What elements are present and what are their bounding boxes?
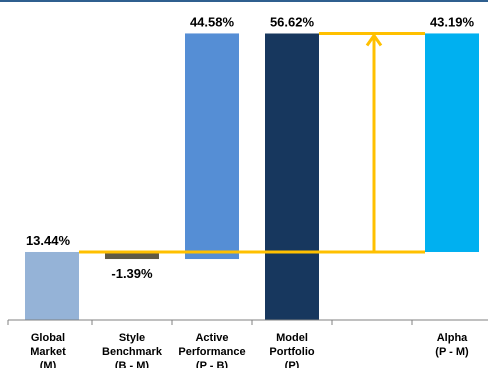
bar-3: [185, 33, 239, 260]
category-label-2: Style Benchmark (B - M): [102, 332, 163, 368]
bars-group: [25, 33, 479, 320]
value-label-3: 44.58%: [190, 14, 235, 29]
bar-6: [425, 33, 479, 252]
value-label-6: 43.19%: [430, 14, 475, 29]
bar-2: [105, 251, 159, 260]
value-label-1: 13.44%: [26, 233, 71, 248]
value-label-2: -1.39%: [111, 266, 153, 281]
connector-lines-group: [79, 32, 425, 254]
value-label-4: 56.62%: [270, 15, 315, 30]
alpha-arrow-head: [365, 32, 383, 47]
category-labels-group: Global Market (M) Style Benchmark (B - M) Acti…: [30, 332, 469, 368]
x-axis: [7, 319, 488, 325]
value-labels-group: 13.44% -1.39% 44.58% 56.62% 43.19%: [26, 14, 475, 281]
top-rule: [0, 0, 488, 2]
bar-1: [25, 251, 79, 320]
category-label-3: Active Performance (P - B): [178, 332, 245, 368]
category-label-6: Alpha (P - M): [435, 332, 469, 358]
category-label-1: Global Market (M): [30, 332, 66, 368]
bar-4: [265, 33, 319, 320]
category-label-4: Model Portfolio (P): [269, 332, 314, 368]
